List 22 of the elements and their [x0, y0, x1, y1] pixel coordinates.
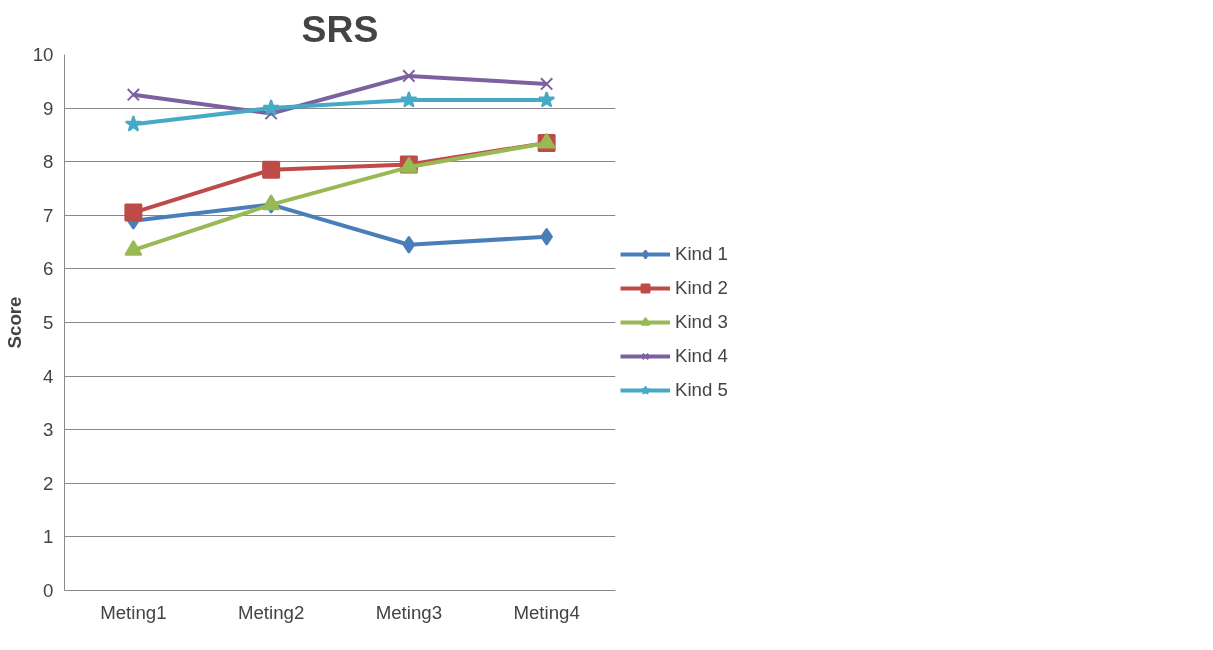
y-tick-label: 6 — [43, 258, 54, 280]
y-tick-label: 3 — [43, 419, 54, 441]
y-tick-label: 1 — [43, 526, 54, 548]
y-tick-label: 9 — [43, 97, 54, 119]
y-tick-label: 10 — [32, 44, 54, 65]
x-tick-label: Meting3 — [375, 601, 443, 623]
legend-label: Kind 4 — [675, 345, 729, 367]
legend-label: Kind 2 — [675, 277, 729, 299]
y-tick-label: 0 — [43, 580, 54, 601]
y-tick-label: 2 — [43, 472, 54, 494]
y-tick-label: 5 — [43, 312, 54, 333]
x-tick-label: Meting2 — [237, 601, 305, 623]
x-tick-label: Meting1 — [100, 601, 167, 623]
y-tick-label: 8 — [43, 151, 54, 173]
y-tick-label: 4 — [43, 365, 54, 387]
x-tick-label: Meting4 — [513, 601, 580, 623]
chart-title: SRS — [301, 7, 379, 50]
legend-label: Kind 1 — [675, 243, 729, 265]
legend-label: Kind 5 — [675, 379, 729, 401]
legend-label: Kind 3 — [675, 311, 729, 333]
y-axis-title: Score — [3, 296, 25, 349]
y-tick-label: 7 — [43, 204, 54, 226]
